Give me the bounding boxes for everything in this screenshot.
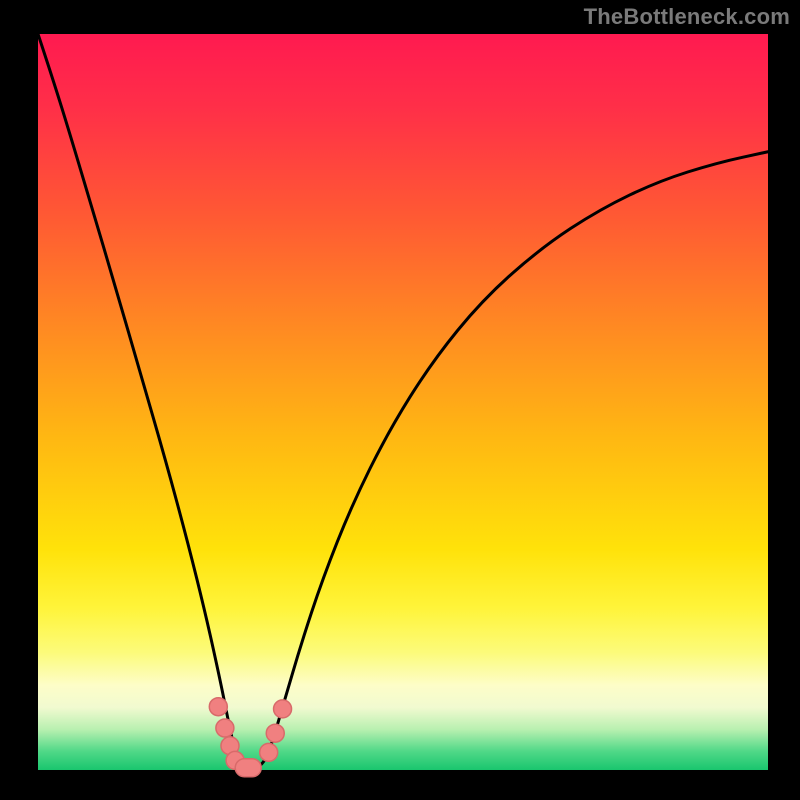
marker-point xyxy=(209,698,227,716)
marker-point xyxy=(260,743,278,761)
marker-point xyxy=(274,700,292,718)
marker-point xyxy=(216,719,234,737)
watermark-text: TheBottleneck.com xyxy=(584,4,790,30)
marker-point xyxy=(235,759,261,777)
marker-point xyxy=(266,724,284,742)
chart-container: TheBottleneck.com xyxy=(0,0,800,800)
bottleneck-chart xyxy=(0,0,800,800)
